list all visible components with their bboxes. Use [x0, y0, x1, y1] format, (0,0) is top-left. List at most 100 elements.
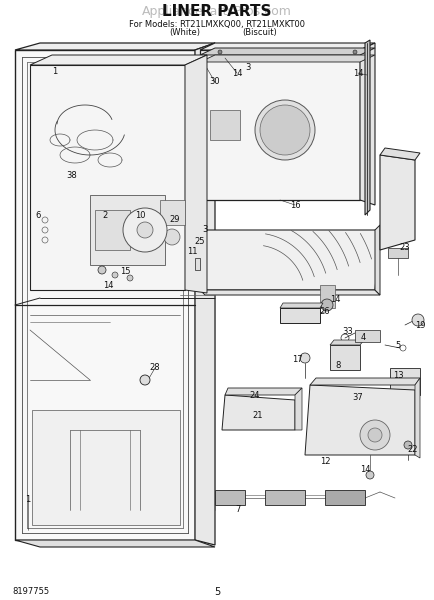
Text: 26: 26	[319, 307, 329, 317]
Circle shape	[127, 275, 133, 281]
Text: 33: 33	[342, 328, 352, 337]
Polygon shape	[184, 55, 207, 293]
Text: 1: 1	[52, 67, 57, 76]
Circle shape	[123, 208, 167, 252]
Text: 10: 10	[135, 211, 145, 220]
Text: 21: 21	[252, 410, 263, 419]
Text: 5: 5	[214, 587, 220, 597]
Text: 22: 22	[407, 445, 417, 455]
Polygon shape	[32, 410, 180, 525]
Polygon shape	[200, 50, 359, 200]
Text: 23: 23	[399, 244, 409, 253]
Text: 3: 3	[245, 64, 250, 73]
Circle shape	[260, 105, 309, 155]
Polygon shape	[359, 43, 374, 205]
Polygon shape	[194, 43, 214, 545]
Text: 19: 19	[414, 320, 424, 329]
Polygon shape	[364, 40, 369, 215]
Polygon shape	[224, 388, 301, 395]
Text: 28: 28	[149, 364, 160, 373]
Text: 14: 14	[231, 68, 242, 77]
Text: 14: 14	[102, 280, 113, 289]
Text: 17: 17	[291, 355, 302, 364]
Text: AppliancePartsPros.com: AppliancePartsPros.com	[142, 5, 291, 19]
Text: (Biscuit): (Biscuit)	[242, 28, 277, 37]
Polygon shape	[279, 308, 319, 323]
Text: 37: 37	[352, 394, 362, 403]
Text: 4: 4	[359, 332, 365, 341]
Text: 30: 30	[209, 77, 220, 86]
Circle shape	[365, 471, 373, 479]
Text: 7: 7	[235, 505, 240, 514]
Polygon shape	[221, 395, 294, 430]
Text: LINER PARTS: LINER PARTS	[162, 4, 271, 19]
Polygon shape	[324, 490, 364, 505]
Polygon shape	[329, 345, 359, 370]
Polygon shape	[304, 385, 414, 455]
Polygon shape	[30, 65, 184, 290]
Text: 38: 38	[66, 170, 77, 179]
Text: 6: 6	[35, 211, 41, 220]
Circle shape	[403, 441, 411, 449]
Circle shape	[254, 100, 314, 160]
Circle shape	[140, 375, 150, 385]
Text: (White): (White)	[169, 28, 200, 37]
Text: 13: 13	[392, 370, 402, 379]
Circle shape	[164, 229, 180, 245]
Circle shape	[137, 222, 153, 238]
Text: 11: 11	[186, 247, 197, 257]
Polygon shape	[15, 43, 214, 50]
Text: 1: 1	[25, 496, 30, 505]
Polygon shape	[210, 110, 240, 140]
Polygon shape	[15, 50, 194, 540]
Text: 25: 25	[194, 238, 205, 247]
Text: 16: 16	[289, 200, 299, 209]
Polygon shape	[389, 368, 419, 395]
Circle shape	[112, 272, 118, 278]
Polygon shape	[294, 388, 301, 430]
Polygon shape	[309, 378, 419, 385]
Polygon shape	[200, 55, 374, 62]
Text: 12: 12	[319, 457, 329, 467]
Polygon shape	[200, 48, 374, 55]
Circle shape	[98, 266, 106, 274]
Circle shape	[299, 353, 309, 363]
Text: 15: 15	[119, 268, 130, 277]
Text: 3: 3	[202, 226, 207, 235]
Text: 5: 5	[395, 340, 400, 349]
Circle shape	[367, 428, 381, 442]
Polygon shape	[379, 155, 414, 250]
Polygon shape	[90, 195, 164, 265]
Polygon shape	[374, 225, 379, 295]
Circle shape	[352, 50, 356, 54]
Polygon shape	[329, 340, 363, 345]
Polygon shape	[160, 200, 184, 225]
Text: 8197755: 8197755	[12, 587, 49, 596]
Polygon shape	[200, 290, 379, 295]
Polygon shape	[414, 378, 419, 458]
Polygon shape	[15, 540, 214, 547]
Text: 24: 24	[249, 391, 260, 400]
Text: 14: 14	[359, 466, 369, 475]
Circle shape	[411, 314, 423, 326]
Polygon shape	[194, 258, 200, 270]
Polygon shape	[95, 210, 130, 250]
Polygon shape	[214, 490, 244, 505]
Text: 29: 29	[169, 215, 180, 224]
Polygon shape	[279, 303, 322, 308]
Circle shape	[359, 420, 389, 450]
Polygon shape	[200, 230, 379, 290]
Circle shape	[217, 50, 221, 54]
Text: 8: 8	[335, 361, 340, 370]
Text: 14: 14	[329, 295, 339, 304]
Polygon shape	[264, 490, 304, 505]
Circle shape	[320, 299, 332, 311]
Polygon shape	[200, 43, 374, 50]
Text: 14: 14	[352, 68, 362, 77]
Polygon shape	[387, 248, 407, 258]
Text: For Models: RT21LMXKQ00, RT21LMXKT00: For Models: RT21LMXKQ00, RT21LMXKT00	[129, 19, 304, 28]
Polygon shape	[354, 330, 379, 342]
Polygon shape	[379, 148, 419, 160]
Polygon shape	[30, 55, 207, 65]
Text: 2: 2	[102, 211, 107, 220]
